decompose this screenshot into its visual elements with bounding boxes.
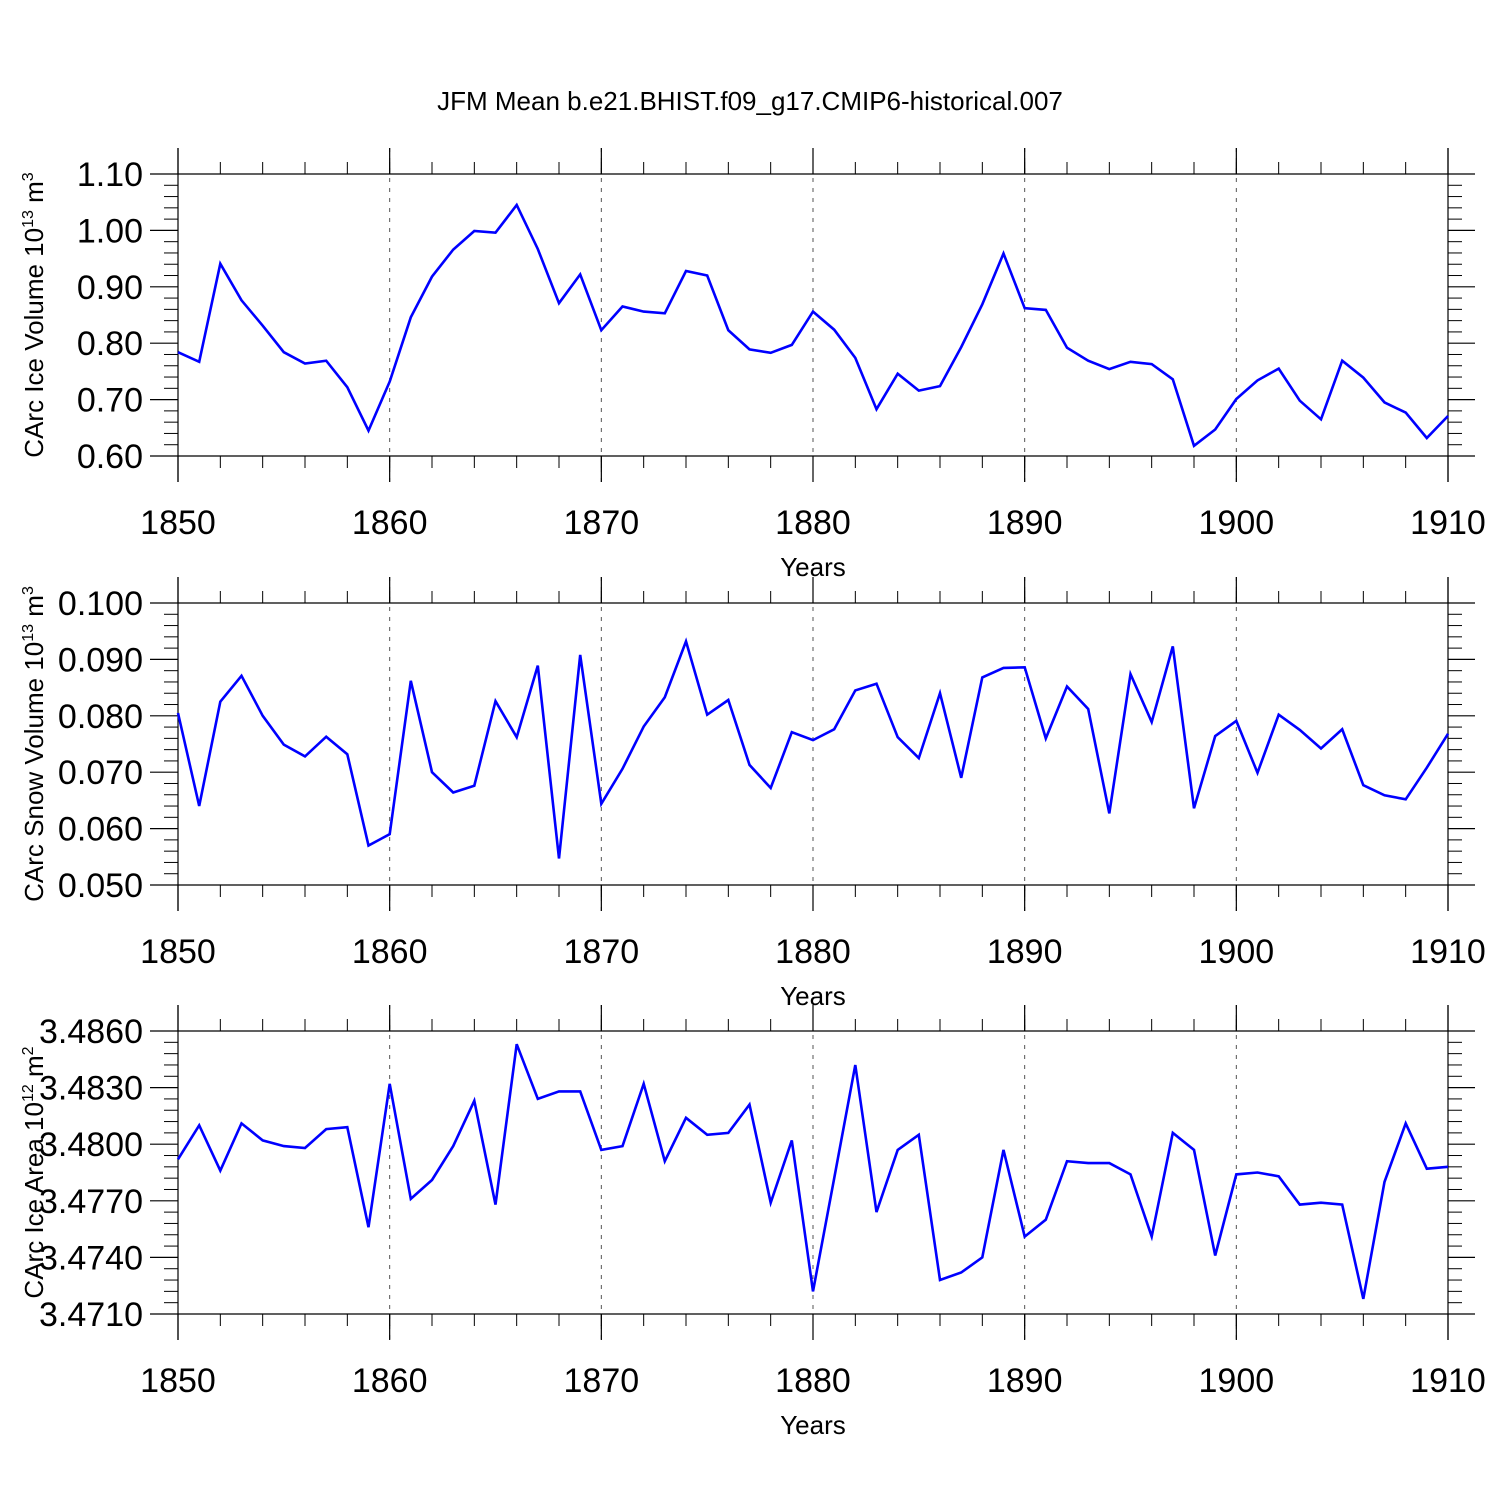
x-tick-label: 1880 <box>775 1362 851 1400</box>
x-tick-label: 1910 <box>1410 1362 1486 1400</box>
y-axis-label-exponent: 13 <box>20 624 37 642</box>
y-axis-label-text: CArc Ice Area 10 <box>19 1102 49 1299</box>
y-tick-label: 3.4710 <box>39 1296 143 1334</box>
y-tick-label: 1.00 <box>77 212 143 250</box>
x-tick-label: 1890 <box>987 1362 1063 1400</box>
y-axis-label-exponent: 12 <box>20 1084 37 1102</box>
y-axis-label: CArc Snow Volume 1013 m3 <box>19 586 49 902</box>
x-tick-label: 1850 <box>140 933 216 971</box>
x-tick-label: 1850 <box>140 504 216 542</box>
x-tick-label: 1890 <box>987 933 1063 971</box>
y-tick-label: 0.050 <box>58 867 143 905</box>
x-tick-label: 1870 <box>564 933 640 971</box>
y-tick-label: 0.070 <box>58 754 143 792</box>
y-axis-label-unit-exponent: 3 <box>20 586 37 595</box>
x-axis-label: Years <box>780 1410 846 1440</box>
y-tick-label: 0.90 <box>77 269 143 307</box>
y-tick-label: 0.060 <box>58 811 143 849</box>
x-tick-label: 1870 <box>564 504 640 542</box>
series-line <box>176 637 1450 859</box>
x-tick-label: 1900 <box>1199 504 1275 542</box>
y-tick-label: 0.70 <box>77 382 143 420</box>
x-tick-label: 1850 <box>140 1362 216 1400</box>
y-axis-label-text: CArc Ice Volume 10 <box>19 228 49 458</box>
x-tick-label: 1860 <box>352 933 428 971</box>
y-axis-label-unit-exponent: 2 <box>20 1046 37 1055</box>
figure-title: JFM Mean b.e21.BHIST.f09_g17.CMIP6-histo… <box>437 86 1063 116</box>
series-line <box>177 202 1449 448</box>
x-tick-label: 1860 <box>352 1362 428 1400</box>
y-axis-label-unit-exponent: 3 <box>20 172 37 181</box>
y-tick-label: 0.080 <box>58 698 143 736</box>
y-axis-label: CArc Ice Area 1012 m2 <box>19 1046 49 1298</box>
x-tick-label: 1890 <box>987 504 1063 542</box>
x-tick-label: 1860 <box>352 504 428 542</box>
x-tick-label: 1880 <box>775 504 851 542</box>
chart-panel-1: 1850 1860 1870 1880 1890 1900 1910 0.60 0.70 0.80… <box>19 148 1486 582</box>
y-tick-label: 1.10 <box>77 156 143 194</box>
y-tick-label: 3.4770 <box>39 1183 143 1221</box>
chart-panel-3: 1850 1860 1870 1880 1890 1900 1910 3.4710 3.4740… <box>19 1005 1486 1440</box>
x-tick-label: 1880 <box>775 933 851 971</box>
y-axis-label-exponent: 13 <box>20 210 37 228</box>
chart-panel-2: 1850 1860 1870 1880 1890 1900 1910 0.050 0.060 0.… <box>19 577 1486 1011</box>
x-tick-label: 1900 <box>1199 933 1275 971</box>
y-tick-label: 3.4860 <box>39 1013 143 1051</box>
panels: 1850 1860 1870 1880 1890 1900 1910 0.60 0.70 0.80… <box>19 148 1486 1440</box>
y-tick-label: 0.60 <box>77 438 143 476</box>
y-tick-label: 0.100 <box>58 585 143 623</box>
y-tick-label: 0.090 <box>58 641 143 679</box>
x-tick-label: 1870 <box>564 1362 640 1400</box>
x-tick-label: 1910 <box>1410 504 1486 542</box>
x-tick-label: 1900 <box>1199 1362 1275 1400</box>
y-tick-label: 3.4830 <box>39 1070 143 1108</box>
x-tick-label: 1910 <box>1410 933 1486 971</box>
series-line <box>176 1043 1449 1300</box>
y-tick-label: 3.4740 <box>39 1239 143 1277</box>
y-axis-label-unit: m <box>19 1055 49 1084</box>
y-axis-label-unit: m <box>19 181 49 210</box>
y-tick-label: 0.80 <box>77 325 143 363</box>
y-axis-label: CArc Ice Volume 1013 m3 <box>19 172 49 457</box>
y-axis-label-unit: m <box>19 595 49 624</box>
y-axis-label-text: CArc Snow Volume 10 <box>19 642 49 902</box>
y-tick-label: 3.4800 <box>39 1126 143 1164</box>
